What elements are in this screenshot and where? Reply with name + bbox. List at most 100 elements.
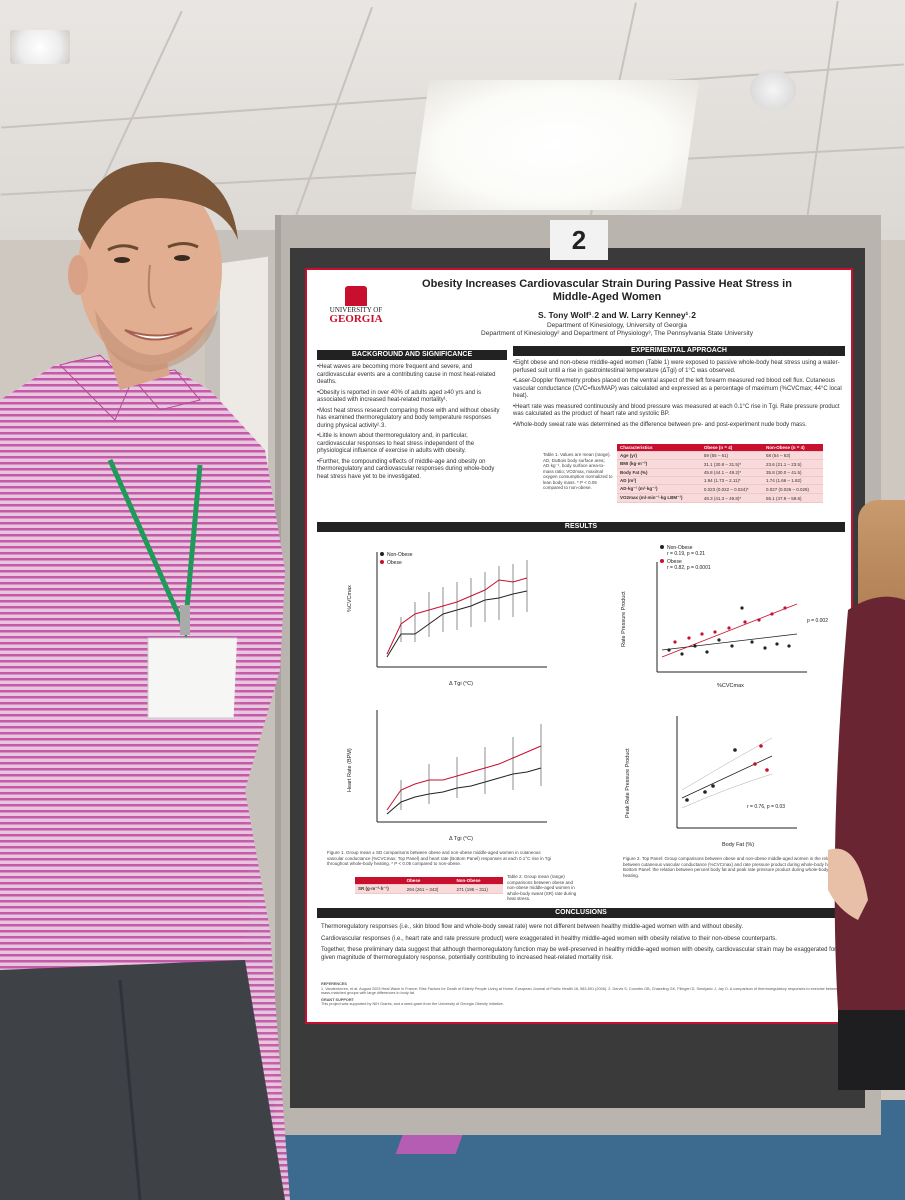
table2: Obese Non-Obese SR (g·m⁻²·h⁻¹) 294 (261 –… <box>355 877 503 894</box>
rpp-scatter-chart: Non-Obese r = 0.19, p = 0.21 Obese r = 0… <box>621 545 828 689</box>
affiliation-1: Department of Kinesiology, University of… <box>546 322 688 329</box>
table-header-cell: Non-Obese (n = 4) <box>762 444 823 452</box>
table-row: Obese Non-Obese <box>355 877 503 885</box>
logo-line1: UNIVERSITY OF <box>329 306 383 314</box>
references-text: 1. Vandentorren, et al. August 2003 Heat… <box>321 986 841 996</box>
figure2-caption: Figure 2. Top Panel: Group comparisons b… <box>623 856 842 878</box>
table-row: Age (yr) 59 (55 – 61) 58 (54 – 63) <box>617 451 823 460</box>
rpp-obese-stat: r = 0.82, p = 0.0001 <box>667 565 711 571</box>
table-cell: 55.1 (47.9 – 59.6) <box>762 493 823 503</box>
table-cell: 35.8 (30.0 – 41.5) <box>762 468 823 477</box>
table-header-cell: Non-Obese <box>453 877 503 885</box>
rpp-nonobese-stat: r = 0.19, p = 0.21 <box>667 551 705 557</box>
hr-x-label: Δ Tgi (°C) <box>449 836 473 842</box>
smoke-detector <box>750 70 796 110</box>
table2-caption: Table 2. Group mean (range) comparisons … <box>507 874 577 901</box>
background-header: BACKGROUND AND SIGNIFICANCE <box>317 350 507 360</box>
approach-bullet: •Heart rate was measured continuously an… <box>513 403 840 418</box>
table-header-cell: Obese (n = 4) <box>700 444 763 452</box>
cvc-x-label: Δ Tgi (°C) <box>449 681 473 687</box>
table-cell: 271 (195 – 311) <box>453 884 503 894</box>
logo-line2: GEORGIA <box>329 313 383 325</box>
legend-nonobese: Non-Obese <box>387 552 413 558</box>
poster-authors: S. Tony Wolf¹˒2 and W. Larry Kenney¹˒2 <box>538 310 696 320</box>
peak-stat: r = 0.76, p = 0.03 <box>747 804 785 810</box>
grant-text: This project was supported by NIH Grants… <box>321 1002 504 1006</box>
conclusions-list: Thermoregulatory responses (i.e., skin b… <box>321 924 845 962</box>
table-header-cell: Obese <box>403 877 454 885</box>
rpp-y-label: Rate Pressure Product <box>621 591 627 647</box>
approach-bullet: •Laser-Doppler flowmetry probes placed o… <box>513 378 842 399</box>
table-cell: AD·kg⁻¹ (m²·kg⁻¹) <box>617 484 701 494</box>
arch-icon <box>345 286 367 306</box>
conclusion-item: Together, these preliminary data suggest… <box>321 947 842 961</box>
background-bullet: •Heat waves are becoming more frequent a… <box>317 364 496 385</box>
table-cell: Age (yr) <box>617 451 701 460</box>
table-cell: 48.3 (41.3 – 49.8)* <box>700 493 763 503</box>
table-header-cell: Characteristics <box>617 444 701 452</box>
table-row: SR (g·m⁻²·h⁻¹) 294 (261 – 343) 271 (195 – … <box>355 884 503 894</box>
background-bullet: •Little is known about thermoregulatory … <box>317 433 475 454</box>
cvc-line-chart: Non-Obese Obese %CVCmax Δ Tgi (°C) <box>347 552 547 687</box>
table-row: VO2max (ml·min⁻¹·kg LBM⁻¹) 48.3 (41.3 – 4… <box>617 493 823 503</box>
heart-rate-line-chart: Heart Rate (BPM) Δ Tgi (°C) <box>347 710 547 842</box>
ear <box>68 255 88 295</box>
background-bullet: •Obesity is reported in over 40% of adul… <box>317 389 482 404</box>
table-cell: 1.74 (1.66 – 1.82) <box>762 476 823 485</box>
background-bullet: •Most heat stress research comparing tho… <box>317 407 500 429</box>
hair <box>78 161 238 250</box>
table-cell: 0.027 (0.026 – 0.028) <box>762 484 823 494</box>
results-header: RESULTS <box>317 522 845 532</box>
rpp-difference-stat: p = 0.002 <box>807 618 828 624</box>
table-header-cell <box>355 877 404 885</box>
table-cell: 58 (54 – 63) <box>762 451 823 460</box>
table-row: AD (m²) 1.94 (1.73 – 2.11)* 1.74 (1.66 – 1… <box>617 476 823 485</box>
references: REFERENCES 1. Vandentorren, et al. Augus… <box>321 982 841 1007</box>
table1-caption: Table 1. Values are mean (range). AD, Du… <box>543 452 613 490</box>
rpp-legend-obese: Obese <box>667 559 682 565</box>
table-cell: 1.94 (1.73 – 2.11)* <box>700 476 763 485</box>
conclusion-item: Thermoregulatory responses (i.e., skin b… <box>321 924 744 930</box>
conclusions-header: CONCLUSIONS <box>317 908 845 918</box>
conclusion-item: Cardiovascular responses (i.e., heart ra… <box>321 935 777 942</box>
board-number-label: 2 <box>550 220 608 260</box>
table-cell: 31.1 (30.8 – 31.5)* <box>700 459 763 469</box>
ceiling-spot-light <box>10 30 70 64</box>
grant-header: GRANT SUPPORT <box>321 997 354 1002</box>
table-cell: Body Fat (%) <box>617 468 701 477</box>
grey-trousers <box>0 960 285 1200</box>
poster-title: Obesity Increases Cardiovascular Strain … <box>422 278 792 303</box>
table-cell: AD (m²) <box>617 476 701 485</box>
approach-bullets: •Eight obese and non-obese middle-aged w… <box>513 360 845 432</box>
peak-rpp-scatter-chart: Peak Rate Pressure Product Body Fat (%) … <box>625 716 797 848</box>
table-cell: 294 (261 – 343) <box>403 884 454 894</box>
table-row: AD·kg⁻¹ (m²·kg⁻¹) 0.023 (0.022 – 0.024)* 0… <box>617 484 823 494</box>
table-cell: 0.023 (0.022 – 0.024)* <box>700 484 763 494</box>
table-cell: 23.6 (21.1 – 23.5) <box>762 459 823 469</box>
research-poster: UNIVERSITY OF GEORGIA Obesity Increases … <box>305 268 853 1024</box>
table-cell: VO2max (ml·min⁻¹·kg LBM⁻¹) <box>617 493 701 503</box>
rpp-legend-nonobese: Non-Obese <box>667 545 693 551</box>
approach-bullet: •Eight obese and non-obese middle-aged w… <box>513 360 840 374</box>
approach-header: EXPERIMENTAL APPROACH <box>513 346 845 356</box>
partial-person-right <box>828 596 905 1090</box>
figure1-caption: Figure 1. Group mean ± SD comparisons be… <box>327 850 551 866</box>
table-cell: BMI (kg·m⁻²) <box>617 459 701 469</box>
background-bullet: •Further, the compounding effects of mid… <box>317 458 495 480</box>
table-cell: SR (g·m⁻²·h⁻¹) <box>355 884 404 894</box>
table-row: Body Fat (%) 45.8 (44.1 – 49.2)* 35.8 (30.… <box>617 468 823 477</box>
affiliation-2: Department of Kinesiology² and Departmen… <box>481 330 753 337</box>
uga-logo: UNIVERSITY OF GEORGIA <box>321 286 391 325</box>
cvc-y-label: %CVCmax <box>347 585 353 612</box>
presenter-person <box>0 161 290 1200</box>
rpp-x-label: %CVCmax <box>717 683 744 689</box>
table1: Characteristics Obese (n = 4) Non-Obese … <box>617 444 823 503</box>
peak-x-label: Body Fat (%) <box>722 842 754 848</box>
approach-bullet: •Whole-body sweat rate was determined as… <box>513 421 807 428</box>
hr-y-label: Heart Rate (BPM) <box>347 748 353 792</box>
legend-obese: Obese <box>387 560 402 566</box>
background-bullets: •Heat waves are becoming more frequent a… <box>317 364 507 484</box>
table-cell: 45.8 (44.1 – 49.2)* <box>700 468 763 477</box>
name-badge <box>147 637 241 719</box>
table-row: BMI (kg·m⁻²) 31.1 (30.8 – 31.5)* 23.6 (21.… <box>617 459 823 469</box>
